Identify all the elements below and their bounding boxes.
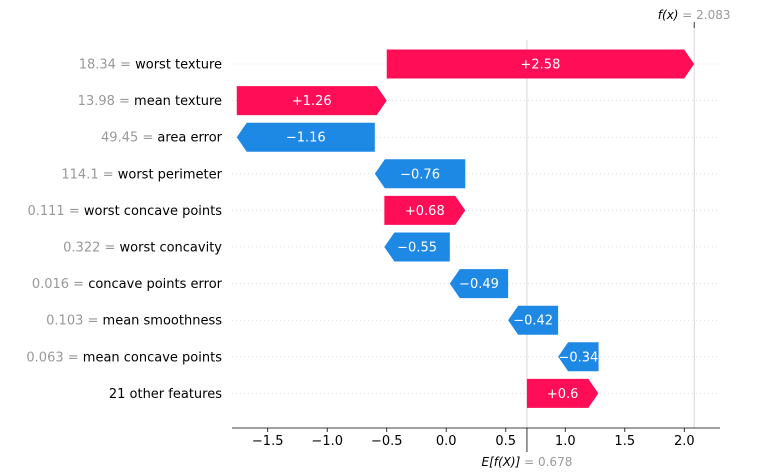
feature-label: 18.34 = worst texture xyxy=(79,58,222,73)
contribution-bar xyxy=(236,86,387,116)
feature-name: worst concavity xyxy=(120,241,223,256)
feature-value: 0.103 = xyxy=(46,314,102,329)
summary-markers: f(x) = 2.083 E[f(X)] = 0.678 xyxy=(482,8,731,469)
efx-label: E[f(X)] = 0.678 xyxy=(482,455,573,469)
feature-name: mean smoothness xyxy=(103,314,223,329)
efx-value: = 0.678 xyxy=(520,455,572,469)
feature-name: worst texture xyxy=(135,58,222,73)
bar-value-label: −0.49 xyxy=(459,277,499,292)
bar-value-label: +0.6 xyxy=(547,387,579,402)
bar-value-label: +1.26 xyxy=(292,94,332,109)
bar-value-label: −0.34 xyxy=(558,350,598,365)
contribution-bar xyxy=(558,342,599,372)
x-tick-label: −1.5 xyxy=(252,434,284,449)
feature-name: mean concave points xyxy=(83,350,222,365)
contribution-bar xyxy=(508,305,559,335)
x-axis: −1.5 −1.0 −0.5 0.0 0.5 1.0 1.5 2.0 xyxy=(232,427,720,449)
feature-value: 18.34 = xyxy=(79,58,135,73)
feature-label: 0.016 = concave points error xyxy=(32,277,223,292)
contribution-bar xyxy=(449,269,509,299)
bar-value-label: +2.58 xyxy=(521,58,561,73)
feature-value: 49.45 = xyxy=(101,131,157,146)
contribution-bar xyxy=(374,159,466,189)
feature-labels: 18.34 = worst texture 13.98 = mean textur… xyxy=(26,58,222,402)
feature-name: worst concave points xyxy=(84,204,222,219)
feature-value: 0.016 = xyxy=(32,277,88,292)
contribution-bar xyxy=(386,49,695,79)
fx-symbol: f(x) xyxy=(658,8,679,22)
bar-value-label: −1.16 xyxy=(286,131,326,146)
bar-value-label: −0.55 xyxy=(397,241,437,256)
feature-name: worst perimeter xyxy=(118,167,223,182)
x-tick-label: 0.0 xyxy=(436,434,457,449)
feature-name: mean texture xyxy=(134,94,222,109)
feature-value: 114.1 = xyxy=(61,167,117,182)
feature-name: area error xyxy=(157,131,222,146)
feature-label: 0.063 = mean concave points xyxy=(26,350,222,365)
feature-label: 13.98 = mean texture xyxy=(78,94,222,109)
feature-label: 49.45 = area error xyxy=(101,131,223,146)
efx-symbol: E[f(X)] xyxy=(482,455,521,469)
feature-label: 114.1 = worst perimeter xyxy=(61,167,222,182)
x-tick-label: −1.0 xyxy=(311,434,343,449)
contribution-bars: +2.58 +1.26 −1.16 −0.76 +0.68 −0.55 −0.49 −0.42… xyxy=(236,49,695,408)
x-tick-label: 0.5 xyxy=(495,434,516,449)
feature-value: 0.322 = xyxy=(63,241,119,256)
x-tick-label: −0.5 xyxy=(371,434,403,449)
feature-label: 21 other features xyxy=(109,387,222,402)
fx-value: = 2.083 xyxy=(678,8,730,22)
contribution-bar xyxy=(384,232,450,262)
contribution-bar xyxy=(384,195,466,225)
bar-value-label: −0.76 xyxy=(400,167,440,182)
feature-label: 0.322 = worst concavity xyxy=(63,241,222,256)
feature-value: 0.111 = xyxy=(27,204,83,219)
x-tick-label: 1.0 xyxy=(555,434,576,449)
bar-value-label: +0.68 xyxy=(405,204,445,219)
contribution-bar xyxy=(236,122,375,152)
feature-label: 0.111 = worst concave points xyxy=(27,204,222,219)
feature-name: concave points error xyxy=(88,277,222,292)
x-tick-label: 1.5 xyxy=(614,434,635,449)
feature-value: 13.98 = xyxy=(78,94,134,109)
feature-name: 21 other features xyxy=(109,387,222,402)
contribution-bar xyxy=(526,378,599,408)
bar-value-label: −0.42 xyxy=(513,314,553,329)
x-tick-label: 2.0 xyxy=(674,434,695,449)
fx-label: f(x) = 2.083 xyxy=(658,8,731,22)
feature-label: 0.103 = mean smoothness xyxy=(46,314,222,329)
feature-value: 0.063 = xyxy=(26,350,82,365)
